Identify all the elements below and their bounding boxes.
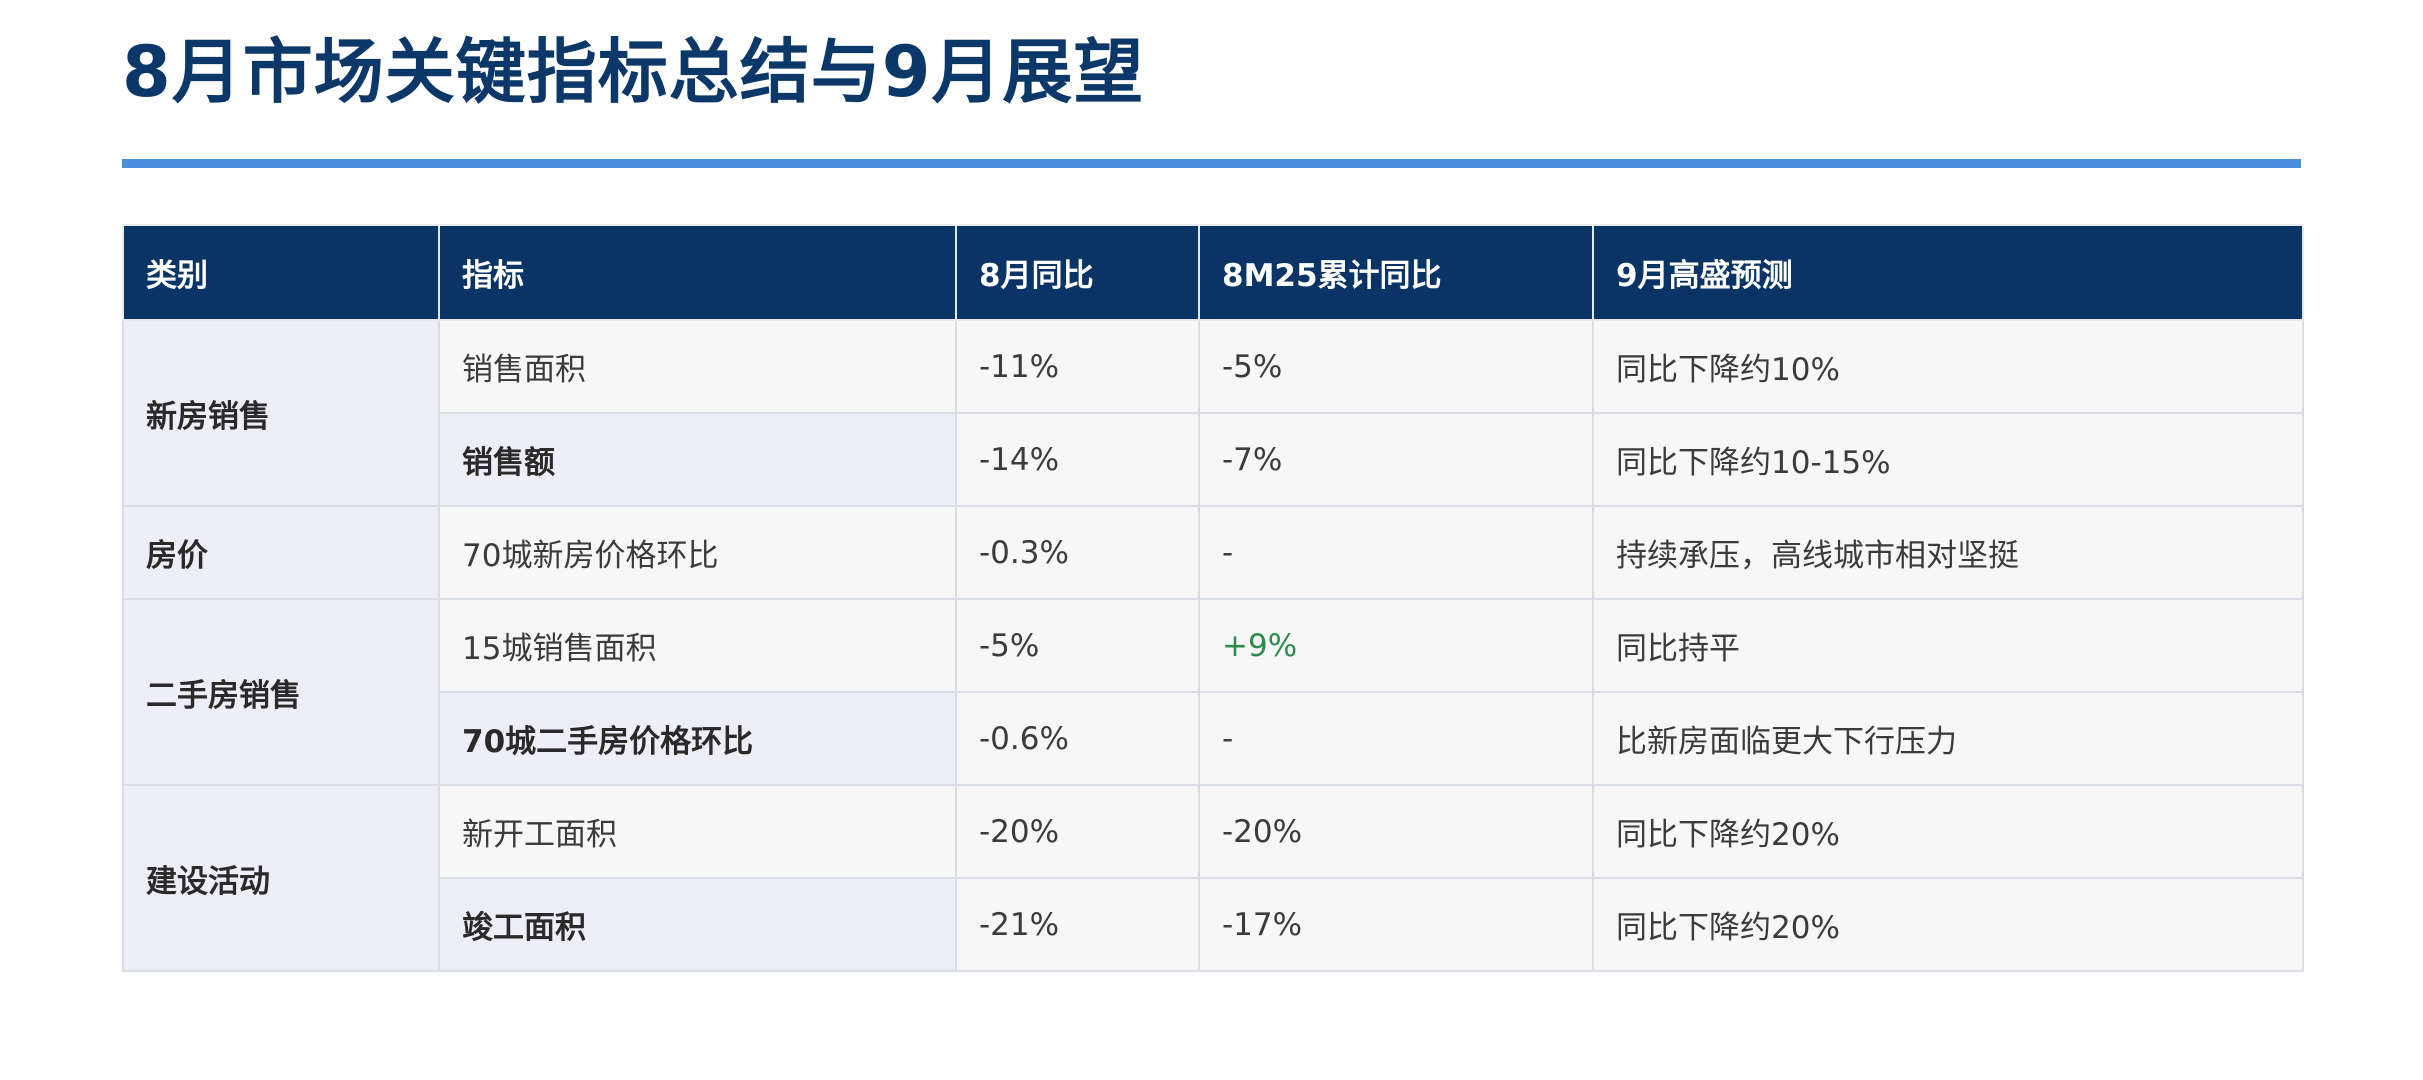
ytd-yoy-cell: -7% (1198, 412, 1594, 507)
ytd-yoy-cell: - (1198, 505, 1594, 600)
category-cell: 新房销售 (122, 319, 440, 507)
indicator-cell: 15城销售面积 (438, 598, 957, 693)
table-row: 建设活动 新开工面积 -20% -20% 同比下降约20% (122, 784, 2304, 972)
aug-yoy-cell: -0.3% (955, 505, 1200, 600)
indicator-cell: 销售额 (438, 412, 957, 507)
aug-yoy-cell: -11% (955, 319, 1200, 414)
header-aug-yoy: 8月同比 (955, 224, 1200, 321)
indicator-cell: 新开工面积 (438, 784, 957, 879)
sep-forecast-cell: 比新房面临更大下行压力 (1592, 691, 2304, 786)
aug-yoy-cell: -5% (955, 598, 1200, 693)
ytd-yoy-cell: -5% (1198, 319, 1594, 414)
ytd-yoy-cell: -17% (1198, 877, 1594, 972)
ytd-yoy-cell: -20% (1198, 784, 1594, 879)
indicator-cell: 竣工面积 (438, 877, 957, 972)
table-row: 二手房销售 15城销售面积 -5% +9% 同比持平 (122, 598, 2304, 786)
aug-yoy-cell: -14% (955, 412, 1200, 507)
sep-forecast-cell: 同比下降约10-15% (1592, 412, 2304, 507)
category-cell: 建设活动 (122, 784, 440, 972)
sep-forecast-cell: 同比下降约10% (1592, 319, 2304, 414)
aug-yoy-cell: -21% (955, 877, 1200, 972)
indicator-cell: 70城新房价格环比 (438, 505, 957, 600)
table-header-row: 类别 指标 8月同比 8M25累计同比 9月高盛预测 (122, 224, 2304, 321)
table-row: 70城二手房价格环比 -0.6% - 比新房面临更大下行压力 (123, 691, 2304, 786)
header-indicator: 指标 (438, 224, 957, 321)
sep-forecast-cell: 同比下降约20% (1592, 877, 2304, 972)
table-row: 销售额 -14% -7% 同比下降约10-15% (123, 412, 2304, 507)
indicator-cell: 销售面积 (438, 319, 957, 414)
ytd-yoy-cell: - (1198, 691, 1594, 786)
indicator-cell: 70城二手房价格环比 (438, 691, 957, 786)
category-cell: 房价 (122, 505, 440, 600)
header-category: 类别 (122, 224, 440, 321)
aug-yoy-cell: -0.6% (955, 691, 1200, 786)
page-title: 8月市场关键指标总结与9月展望 (122, 31, 1145, 113)
table-row: 房价 70城新房价格环比 -0.3% - 持续承压，高线城市相对坚挺 (122, 505, 2304, 600)
table-row: 竣工面积 -21% -17% 同比下降约20% (123, 877, 2304, 972)
header-ytd-yoy: 8M25累计同比 (1198, 224, 1594, 321)
header-sep-forecast: 9月高盛预测 (1592, 224, 2304, 321)
title-divider (122, 159, 2301, 168)
sep-forecast-cell: 持续承压，高线城市相对坚挺 (1592, 505, 2304, 600)
aug-yoy-cell: -20% (955, 784, 1200, 879)
table-row: 新房销售 销售面积 -11% -5% 同比下降约10% (122, 319, 2304, 507)
sep-forecast-cell: 同比下降约20% (1592, 784, 2304, 879)
metrics-table: 类别 指标 8月同比 8M25累计同比 9月高盛预测 新房销售 销售面积 -11… (122, 224, 2304, 972)
category-cell: 二手房销售 (122, 598, 440, 786)
sep-forecast-cell: 同比持平 (1592, 598, 2304, 693)
ytd-yoy-cell-positive: +9% (1198, 598, 1594, 693)
